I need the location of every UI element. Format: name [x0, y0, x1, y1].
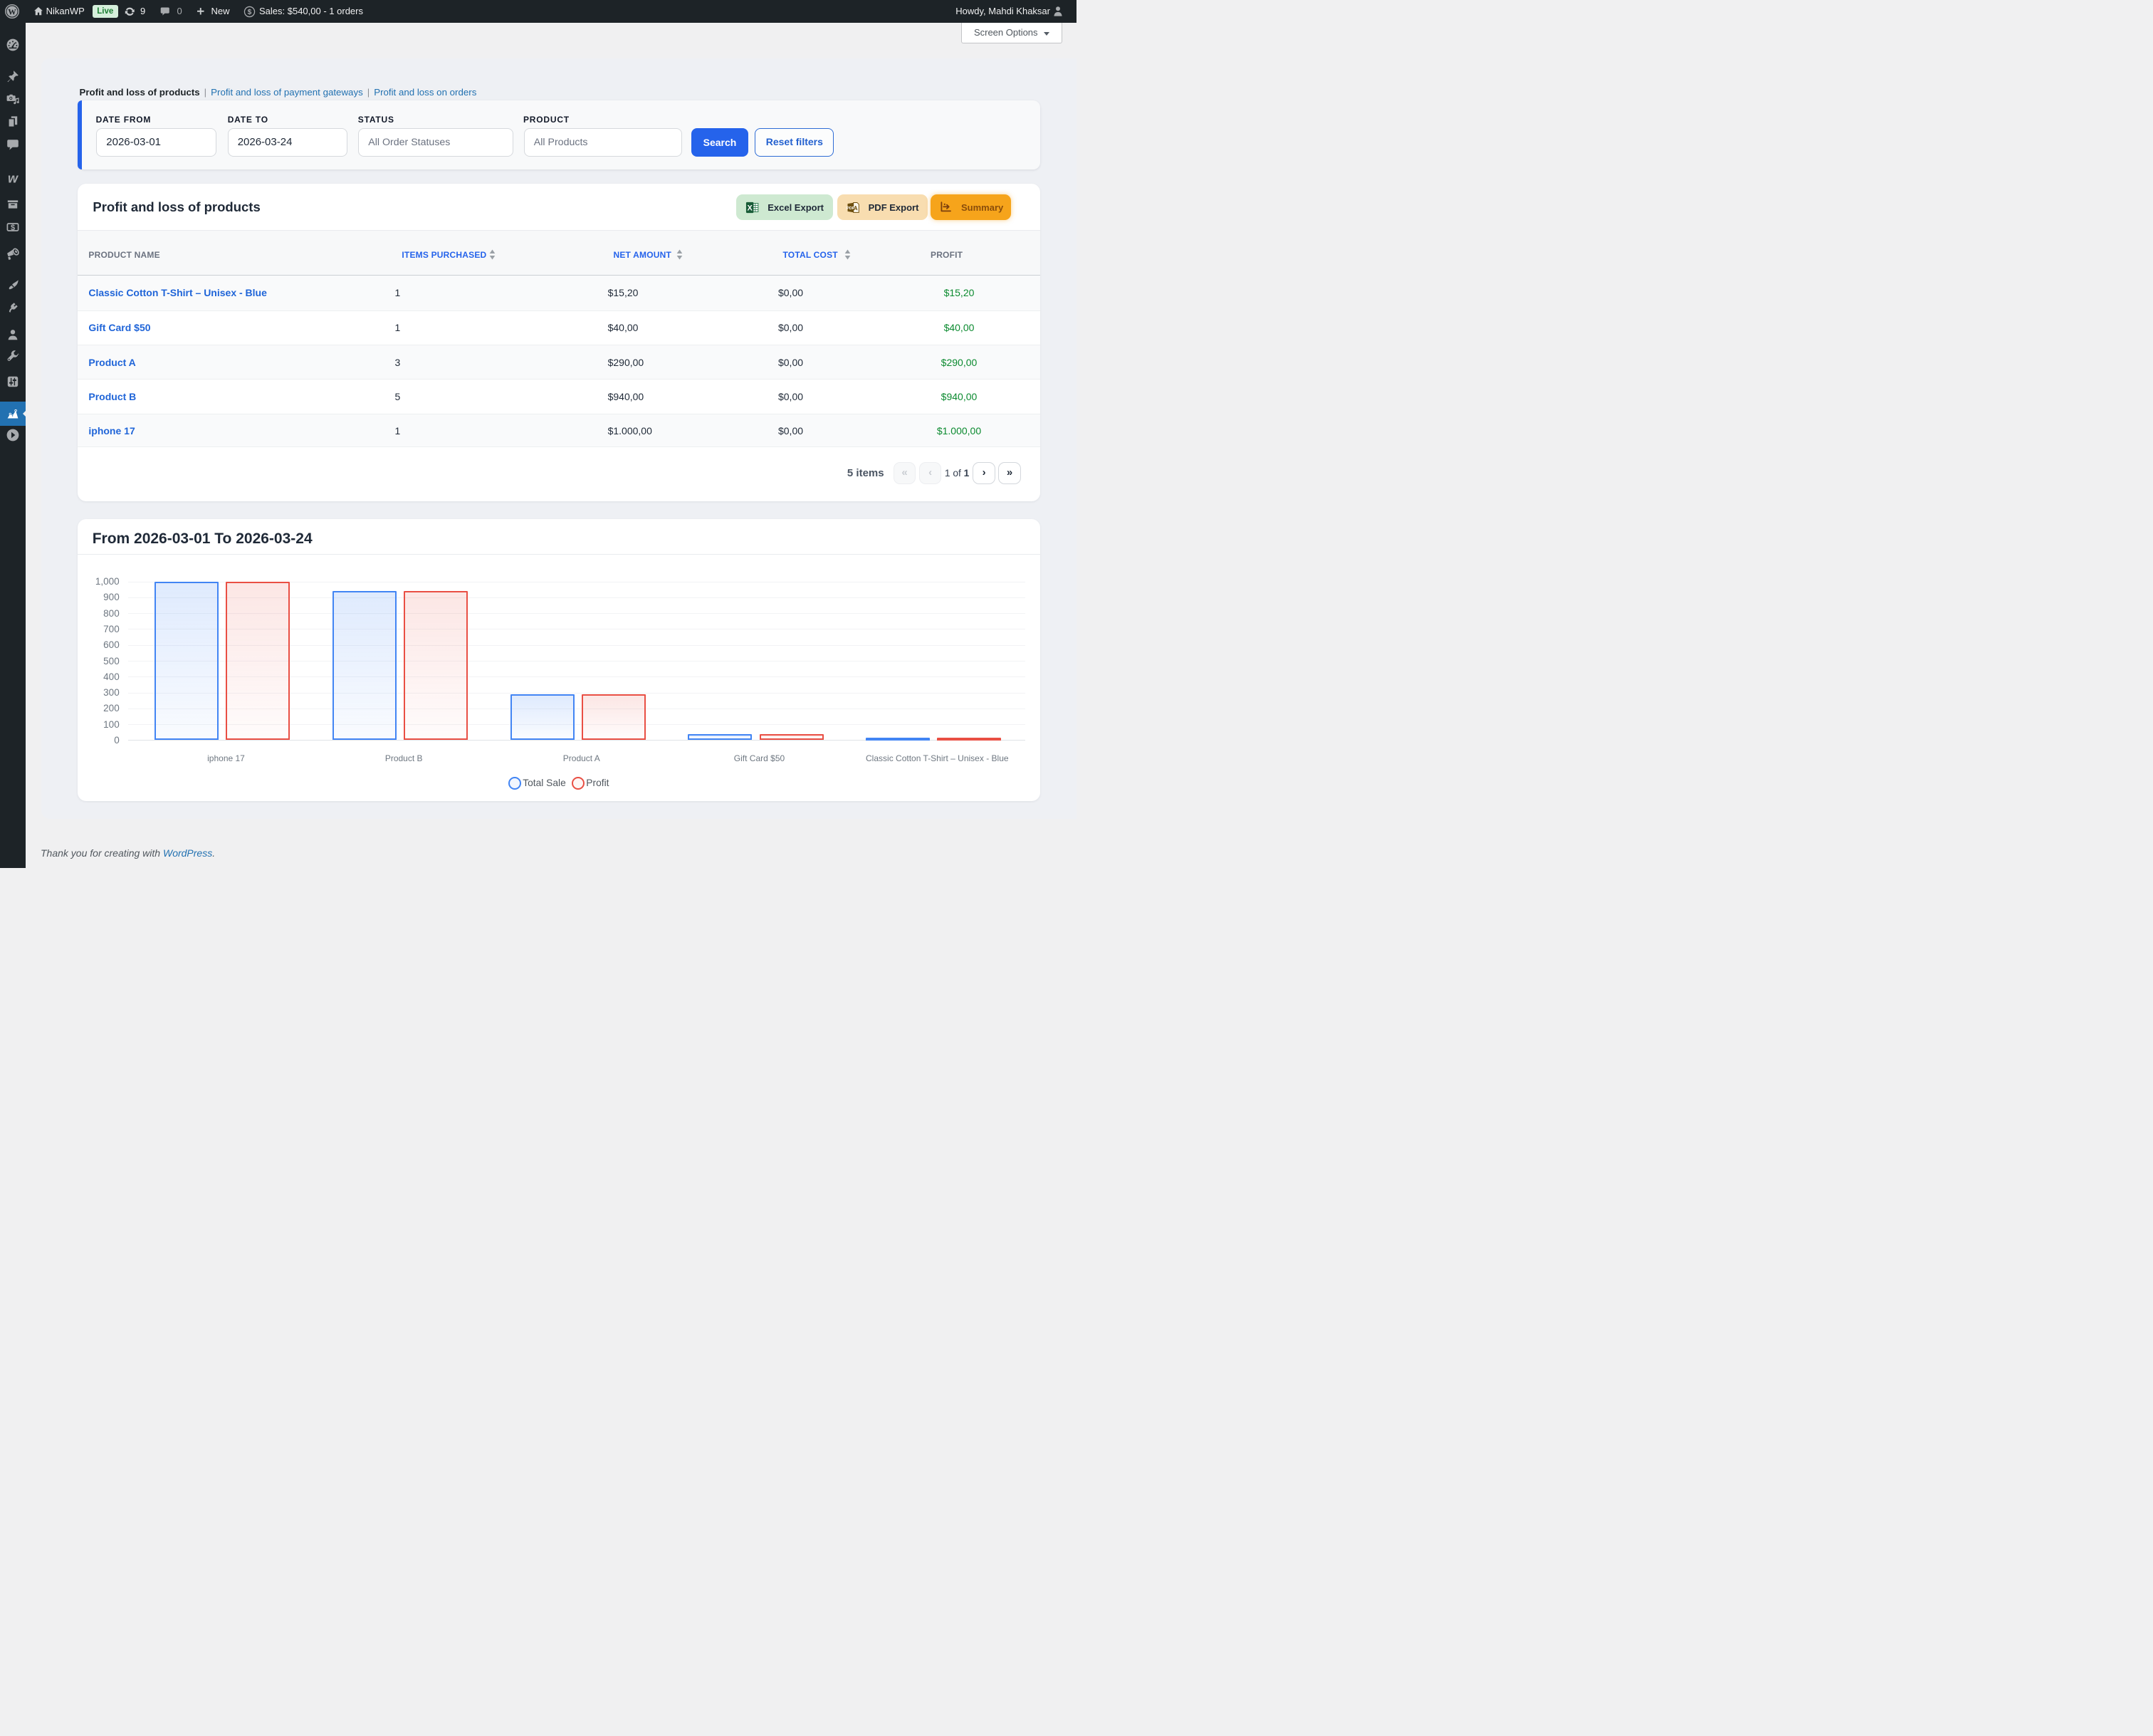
svg-text:$: $	[248, 9, 252, 16]
svg-text:X: X	[748, 204, 753, 212]
svg-text:w: w	[8, 172, 19, 186]
svg-text:W: W	[8, 8, 16, 16]
svg-text:$: $	[11, 224, 15, 232]
svg-text:PDF: PDF	[847, 206, 855, 211]
